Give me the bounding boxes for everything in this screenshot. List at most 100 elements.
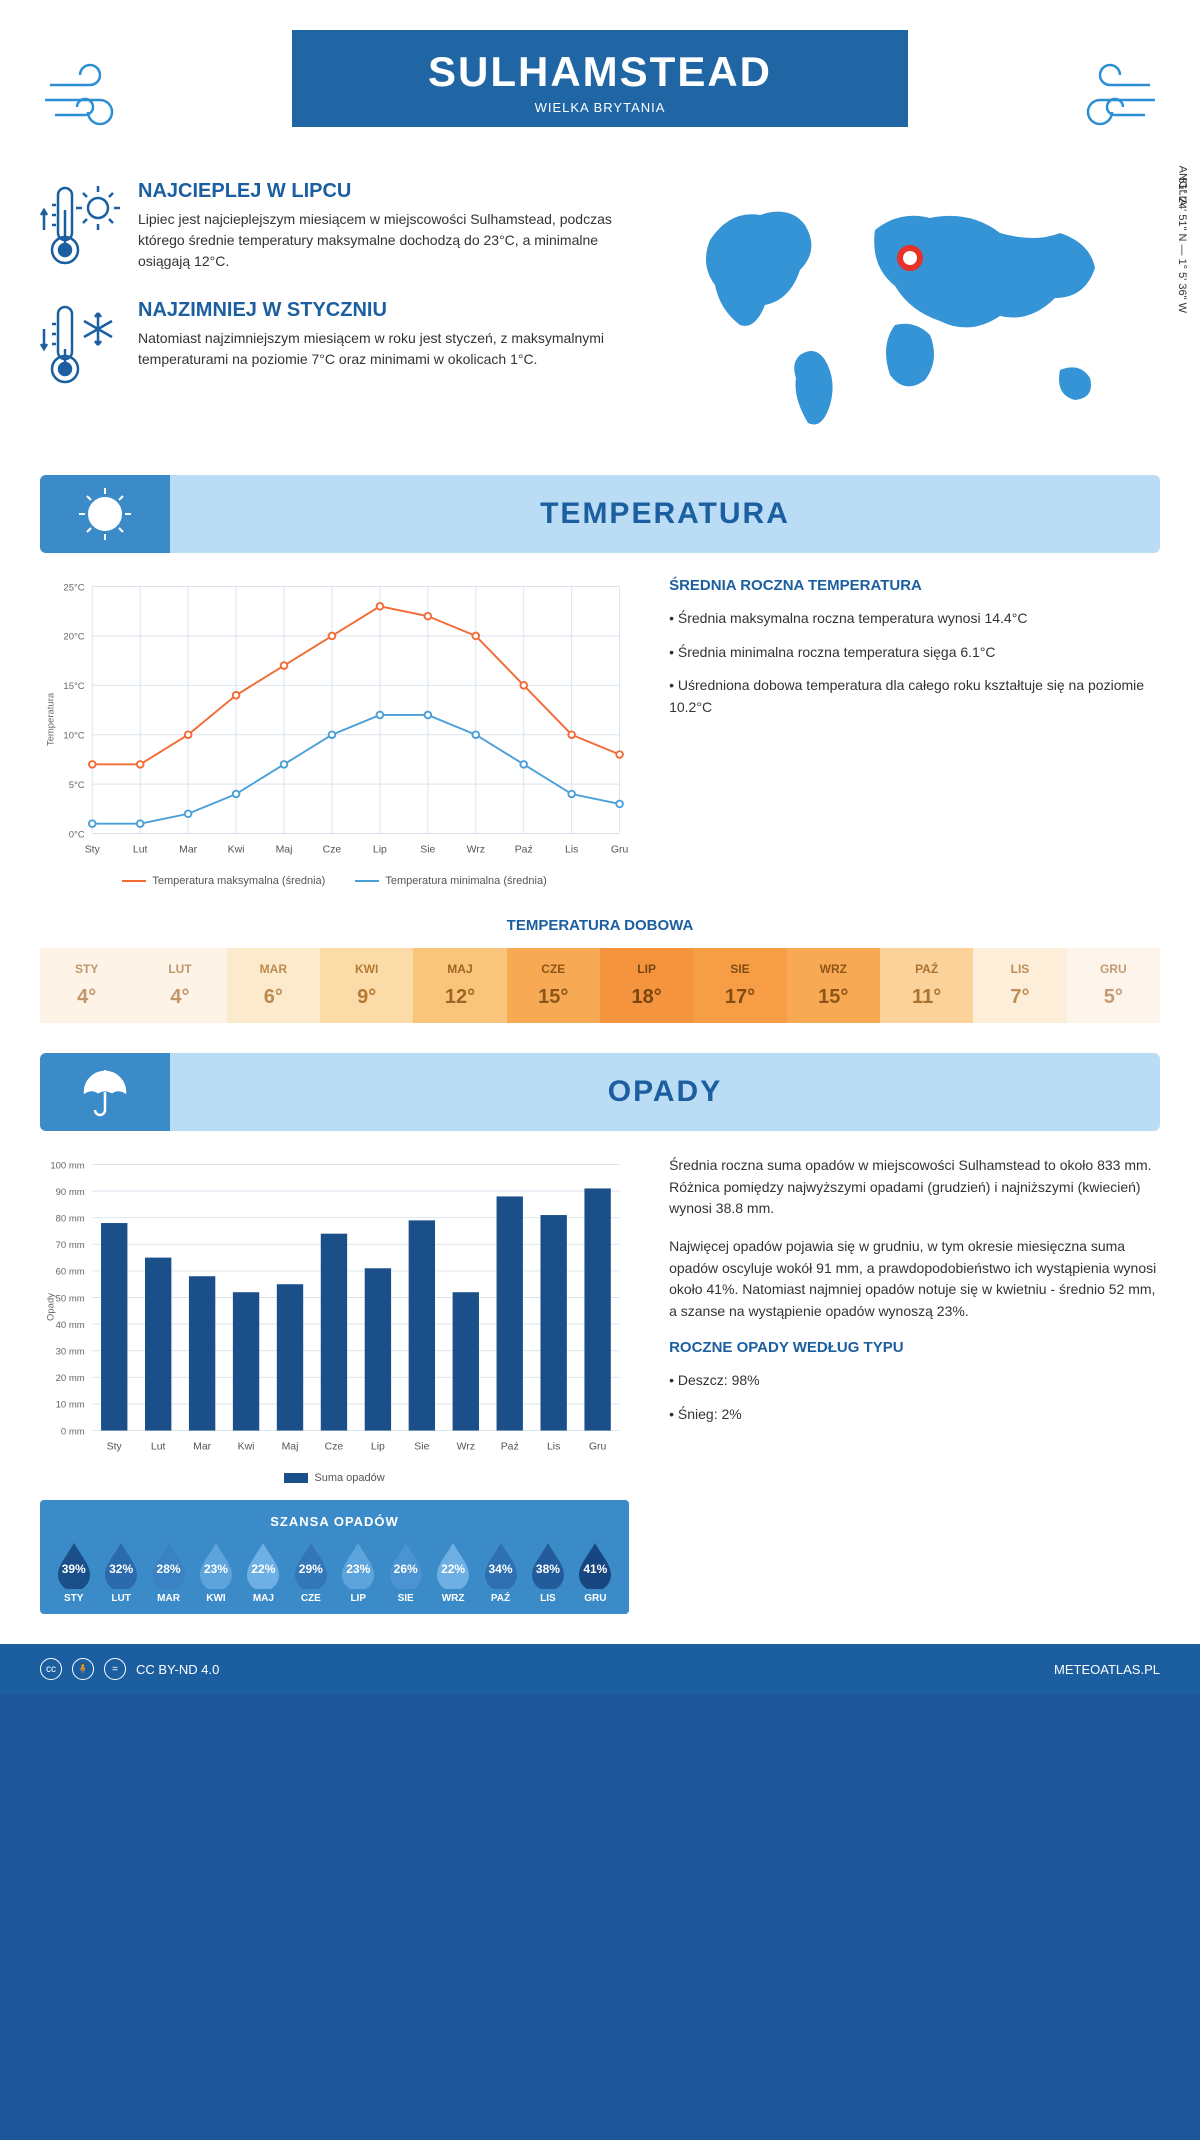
rain-section-header: OPADY — [40, 1053, 1160, 1131]
heat-cell: LIS7° — [973, 948, 1066, 1023]
svg-text:0°C: 0°C — [69, 829, 85, 840]
svg-text:Lip: Lip — [373, 845, 387, 856]
cc-icon: cc — [40, 1658, 62, 1680]
rain-drop: 23%LIP — [338, 1541, 378, 1604]
fact-text: Lipiec jest najcieplejszym miesiącem w m… — [138, 209, 640, 272]
svg-text:Maj: Maj — [282, 1442, 299, 1453]
svg-text:Paź: Paź — [501, 1442, 519, 1453]
svg-text:Sty: Sty — [107, 1442, 123, 1453]
svg-text:30 mm: 30 mm — [56, 1347, 85, 1358]
svg-text:20 mm: 20 mm — [56, 1373, 85, 1384]
wind-icon — [1060, 60, 1160, 135]
svg-text:Lut: Lut — [133, 845, 148, 856]
svg-text:20°C: 20°C — [63, 632, 84, 643]
heat-cell: SIE17° — [693, 948, 786, 1023]
coldest-fact: NAJZIMNIEJ W STYCZNIU Natomiast najzimni… — [40, 299, 640, 394]
svg-text:50 mm: 50 mm — [56, 1293, 85, 1304]
rain-type-item: Śnieg: 2% — [669, 1404, 1160, 1426]
svg-text:70 mm: 70 mm — [56, 1240, 85, 1251]
section-title: TEMPERATURA — [170, 497, 1160, 531]
svg-text:Paź: Paź — [515, 845, 533, 856]
svg-text:Lip: Lip — [371, 1442, 385, 1453]
thermometer-sun-icon — [40, 180, 120, 275]
fact-text: Natomiast najzimniejszym miesiącem w rok… — [138, 328, 640, 370]
temperature-section-header: TEMPERATURA — [40, 475, 1160, 553]
header-banner: SULHAMSTEAD WIELKA BRYTANIA — [40, 30, 1160, 160]
wind-icon — [40, 60, 140, 135]
nd-icon: = — [104, 1658, 126, 1680]
rain-drop: 22%WRZ — [433, 1541, 473, 1604]
svg-text:25°C: 25°C — [63, 582, 84, 593]
daily-temp-heatmap: STY4°LUT4°MAR6°KWI9°MAJ12°CZE15°LIP18°SI… — [40, 948, 1160, 1023]
svg-text:Maj: Maj — [276, 845, 293, 856]
fact-title: NAJCIEPLEJ W LIPCU — [138, 180, 640, 203]
fact-title: NAJZIMNIEJ W STYCZNIU — [138, 299, 640, 322]
country-label: WIELKA BRYTANIA — [292, 100, 908, 115]
rain-type-item: Deszcz: 98% — [669, 1370, 1160, 1392]
summary-item: Uśredniona dobowa temperatura dla całego… — [669, 675, 1160, 718]
rain-drop: 29%CZE — [291, 1541, 331, 1604]
heat-cell: CZE15° — [507, 948, 600, 1023]
page-title: SULHAMSTEAD — [292, 48, 908, 96]
svg-text:10 mm: 10 mm — [56, 1400, 85, 1411]
rain-drop: 38%LIS — [528, 1541, 568, 1604]
svg-text:Sty: Sty — [85, 845, 101, 856]
svg-text:5°C: 5°C — [69, 780, 85, 791]
temperature-summary: ŚREDNIA ROCZNA TEMPERATURA Średnia maksy… — [669, 577, 1160, 887]
svg-text:15°C: 15°C — [63, 681, 84, 692]
svg-text:Gru: Gru — [589, 1442, 607, 1453]
svg-text:Mar: Mar — [179, 845, 197, 856]
svg-text:Lut: Lut — [151, 1442, 166, 1453]
rain-bar-chart: 0 mm 10 mm 20 mm 30 mm 40 mm 50 mm 60 mm 70 mm 8… — [40, 1155, 629, 1484]
svg-text:Sie: Sie — [420, 845, 435, 856]
svg-text:Sie: Sie — [414, 1442, 429, 1453]
svg-text:80 mm: 80 mm — [56, 1214, 85, 1225]
by-icon: 🧍 — [72, 1658, 94, 1680]
rain-types-title: ROCZNE OPADY WEDŁUG TYPU — [669, 1339, 1160, 1356]
chart-legend: Suma opadów — [40, 1472, 629, 1484]
svg-text:Mar: Mar — [193, 1442, 211, 1453]
rain-chance-title: SZANSA OPADÓW — [50, 1514, 619, 1529]
svg-text:40 mm: 40 mm — [56, 1320, 85, 1331]
rain-chance-panel: SZANSA OPADÓW 39%STY32%LUT28%MAR23%KWI22… — [40, 1500, 629, 1614]
rain-drop: 28%MAR — [149, 1541, 189, 1604]
heat-cell: PAŹ11° — [880, 948, 973, 1023]
svg-text:Cze: Cze — [323, 845, 342, 856]
svg-text:Gru: Gru — [611, 845, 629, 856]
umbrella-icon — [40, 1053, 170, 1131]
heat-cell: LIP18° — [600, 948, 693, 1023]
summary-item: Średnia minimalna roczna temperatura się… — [669, 642, 1160, 664]
svg-text:100 mm: 100 mm — [50, 1160, 84, 1171]
section-title: OPADY — [170, 1075, 1160, 1109]
heat-cell: MAJ12° — [413, 948, 506, 1023]
rain-text: Średnia roczna suma opadów w miejscowośc… — [669, 1155, 1160, 1220]
coords-label: 51° 24' 51" N — 1° 5' 36" W — [1176, 177, 1188, 313]
svg-text:10°C: 10°C — [63, 731, 84, 742]
heat-cell: MAR6° — [227, 948, 320, 1023]
summary-title: ŚREDNIA ROCZNA TEMPERATURA — [669, 577, 1160, 594]
warmest-fact: NAJCIEPLEJ W LIPCU Lipiec jest najcieple… — [40, 180, 640, 275]
svg-text:Temperatura: Temperatura — [45, 692, 56, 746]
svg-text:Cze: Cze — [325, 1442, 344, 1453]
summary-item: Średnia maksymalna roczna temperatura wy… — [669, 608, 1160, 630]
daily-temp-title: TEMPERATURA DOBOWA — [40, 917, 1160, 934]
svg-text:Kwi: Kwi — [238, 1442, 255, 1453]
world-map: ANGLIA 51° 24' 51" N — 1° 5' 36" W — [680, 180, 1160, 445]
temperature-line-chart: 0°C5°C10°C15°C20°C25°CStyLutMarKwiMajCze… — [40, 577, 629, 887]
site-label: METEOATLAS.PL — [1054, 1662, 1160, 1677]
rain-drop: 39%STY — [54, 1541, 94, 1604]
heat-cell: STY4° — [40, 948, 133, 1023]
svg-text:0 mm: 0 mm — [61, 1426, 85, 1437]
svg-text:Lis: Lis — [565, 845, 578, 856]
svg-text:Opady: Opady — [45, 1293, 56, 1321]
rain-drop: 23%KWI — [196, 1541, 236, 1604]
rain-drop: 34%PAŹ — [481, 1541, 521, 1604]
rain-drop: 32%LUT — [101, 1541, 141, 1604]
heat-cell: LUT4° — [133, 948, 226, 1023]
svg-text:60 mm: 60 mm — [56, 1267, 85, 1278]
rain-drop: 26%SIE — [386, 1541, 426, 1604]
chart-legend: Temperatura maksymalna (średnia) Tempera… — [40, 875, 629, 887]
rain-drop: 41%GRU — [575, 1541, 615, 1604]
rain-drop: 22%MAJ — [243, 1541, 283, 1604]
svg-text:Wrz: Wrz — [457, 1442, 475, 1453]
